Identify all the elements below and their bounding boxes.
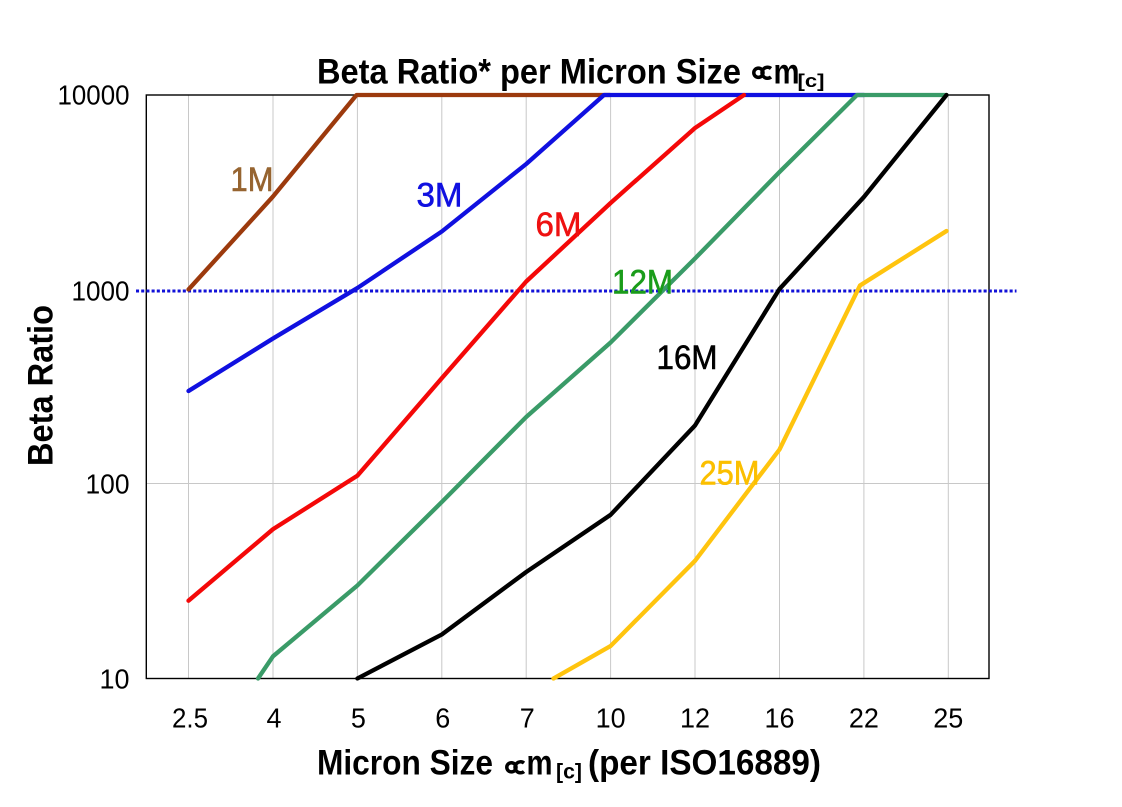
svg-text:m: m — [774, 53, 800, 92]
svg-text:25: 25 — [933, 703, 963, 734]
svg-text:5: 5 — [351, 703, 366, 734]
svg-text:(per ISO16889): (per ISO16889) — [588, 744, 821, 783]
svg-text:16M: 16M — [657, 339, 718, 377]
svg-text:10000: 10000 — [58, 79, 130, 110]
svg-text:22: 22 — [849, 703, 879, 734]
svg-text:10: 10 — [100, 664, 130, 695]
svg-text:m: m — [527, 744, 553, 783]
svg-text:100: 100 — [86, 468, 130, 499]
svg-text:[c]: [c] — [556, 761, 582, 784]
svg-text:7: 7 — [520, 703, 535, 734]
svg-text:2.5: 2.5 — [172, 703, 208, 734]
svg-text:16: 16 — [765, 703, 795, 734]
svg-text:Micron Size: Micron Size — [317, 744, 493, 783]
svg-text:10: 10 — [596, 703, 626, 734]
svg-text:6M: 6M — [536, 206, 582, 244]
svg-text:1000: 1000 — [72, 276, 130, 307]
svg-text:1M: 1M — [231, 161, 274, 199]
svg-text:4: 4 — [267, 703, 282, 734]
svg-text:25M: 25M — [700, 455, 760, 493]
svg-text:Beta Ratio: Beta Ratio — [22, 305, 61, 466]
svg-text:6: 6 — [435, 703, 450, 734]
svg-text:12: 12 — [680, 703, 710, 734]
svg-text:12M: 12M — [612, 264, 673, 302]
svg-text:[c]: [c] — [798, 71, 825, 91]
svg-text:3M: 3M — [417, 177, 463, 215]
svg-text:Beta Ratio* per Micron Size: Beta Ratio* per Micron Size — [317, 53, 741, 92]
